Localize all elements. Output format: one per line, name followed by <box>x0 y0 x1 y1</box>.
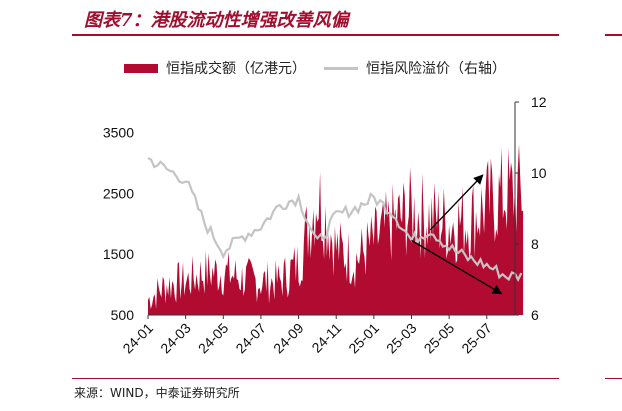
y-right-tick-0: 6 <box>531 307 539 323</box>
chart-legend: 恒指成交额（亿港元） 恒指风险溢价（右轴） <box>124 58 506 78</box>
y-right-tick-1: 8 <box>531 236 539 252</box>
x-tick-6: 25-01 <box>345 320 382 357</box>
y-left-tick-1: 1500 <box>103 246 134 262</box>
y-left-tick-2: 2500 <box>103 185 134 201</box>
risk-premium-line <box>147 157 523 283</box>
x-tick-2: 24-05 <box>195 320 232 357</box>
trend-arrow-0 <box>429 174 484 231</box>
legend-label-turnover: 恒指成交额（亿港元） <box>166 61 306 77</box>
y-left-tick-0: 500 <box>111 307 135 323</box>
top-rule-right <box>605 34 622 36</box>
x-tick-7: 25-03 <box>383 320 420 357</box>
x-tick-9: 25-07 <box>458 320 495 357</box>
trend-arrow-1 <box>411 239 503 295</box>
x-tick-3: 24-07 <box>232 320 269 357</box>
x-tick-5: 24-11 <box>308 320 344 356</box>
x-tick-0: 24-01 <box>119 320 156 357</box>
legend-label-premium: 恒指风险溢价（右轴） <box>366 61 506 77</box>
y-right-tick-3: 12 <box>531 94 547 110</box>
x-tick-8: 25-05 <box>421 320 458 357</box>
source-note: 来源：WIND，中泰证券研究所 <box>74 386 240 400</box>
x-tick-1: 24-03 <box>157 320 194 357</box>
top-rule <box>72 34 559 36</box>
legend-swatch-turnover <box>124 63 158 73</box>
turnover-area <box>148 144 524 315</box>
y-right-tick-2: 10 <box>531 165 547 181</box>
y-left-tick-3: 3500 <box>103 124 134 140</box>
bottom-rule <box>72 378 559 379</box>
x-tick-4: 24-09 <box>270 320 307 357</box>
bottom-rule-right <box>605 378 622 379</box>
legend-swatch-premium <box>324 66 358 70</box>
figure-title: 图表7：港股流动性增强改善风偏 <box>84 10 349 31</box>
